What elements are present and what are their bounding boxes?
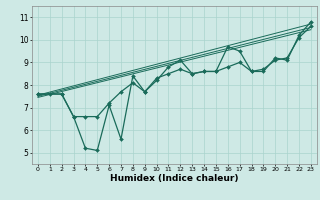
X-axis label: Humidex (Indice chaleur): Humidex (Indice chaleur): [110, 174, 239, 183]
